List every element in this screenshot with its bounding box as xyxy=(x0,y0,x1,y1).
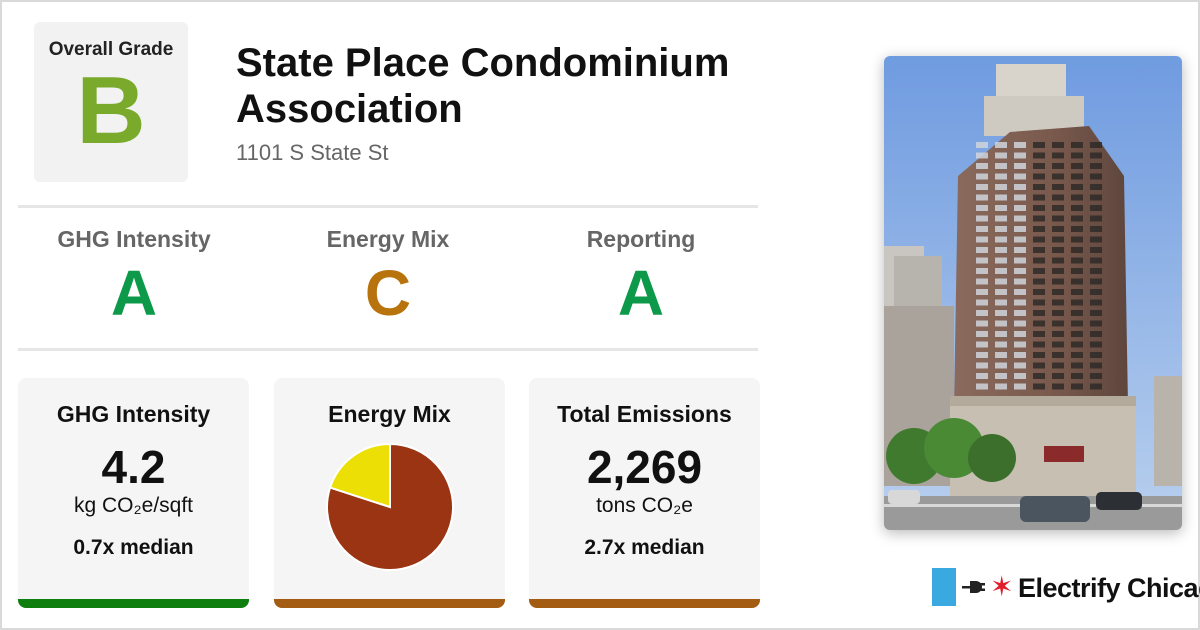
grade-reporting: Reporting A xyxy=(521,226,761,325)
card-color-bar xyxy=(529,599,760,608)
brand-name: Electrify Chicago xyxy=(1018,573,1200,603)
overall-grade-letter: B xyxy=(76,57,146,164)
building-photo xyxy=(884,56,1182,530)
ghg-intensity-card: GHG Intensity 4.2 kg CO₂e/sqft 0.7x medi… xyxy=(18,378,249,608)
card-label: GHG Intensity xyxy=(56,401,211,427)
chicago-flag-stripe xyxy=(932,568,956,606)
pie-slice-1 xyxy=(328,442,391,509)
grade-letter: C xyxy=(364,257,412,329)
grade-label: Reporting xyxy=(586,226,696,252)
grade-letter: A xyxy=(617,257,665,329)
overall-grade-label: Overall Grade xyxy=(48,39,174,60)
ghg-intensity-value: 4.2 xyxy=(101,441,166,493)
building-address: 1101 S State St xyxy=(236,140,389,165)
chicago-star-icon: ✶ xyxy=(990,571,1014,602)
card-color-bar xyxy=(274,599,505,608)
grade-letter: A xyxy=(110,257,158,329)
overall-grade-box: Overall Grade B xyxy=(34,22,188,182)
card-label: Energy Mix xyxy=(328,401,451,427)
energy-mix-pie-chart xyxy=(325,442,454,571)
tower-windows xyxy=(976,142,1102,390)
divider-bottom xyxy=(18,348,758,351)
total-emissions-value: 2,269 xyxy=(586,441,703,493)
divider-top xyxy=(18,205,758,208)
total-emissions-median: 2.7x median xyxy=(584,536,705,559)
energy-mix-card: Energy Mix xyxy=(274,378,505,608)
grade-ghg-intensity: GHG Intensity A xyxy=(14,226,254,325)
ghg-intensity-median: 0.7x median xyxy=(73,536,194,559)
card-color-bar xyxy=(18,599,249,608)
plug-icon xyxy=(962,581,985,593)
card-label: Total Emissions xyxy=(557,401,732,427)
total-emissions-card: Total Emissions 2,269 tons CO₂e 2.7x med… xyxy=(529,378,760,608)
building-name: State Place Condominium Association xyxy=(236,41,730,131)
total-emissions-unit: tons CO₂e xyxy=(596,494,693,517)
grade-energy-mix: Energy Mix C xyxy=(268,226,508,325)
building-illustration xyxy=(884,56,1182,530)
ghg-intensity-unit: kg CO₂e/sqft xyxy=(73,494,194,517)
grade-label: Energy Mix xyxy=(326,226,450,252)
grade-label: GHG Intensity xyxy=(57,226,211,252)
